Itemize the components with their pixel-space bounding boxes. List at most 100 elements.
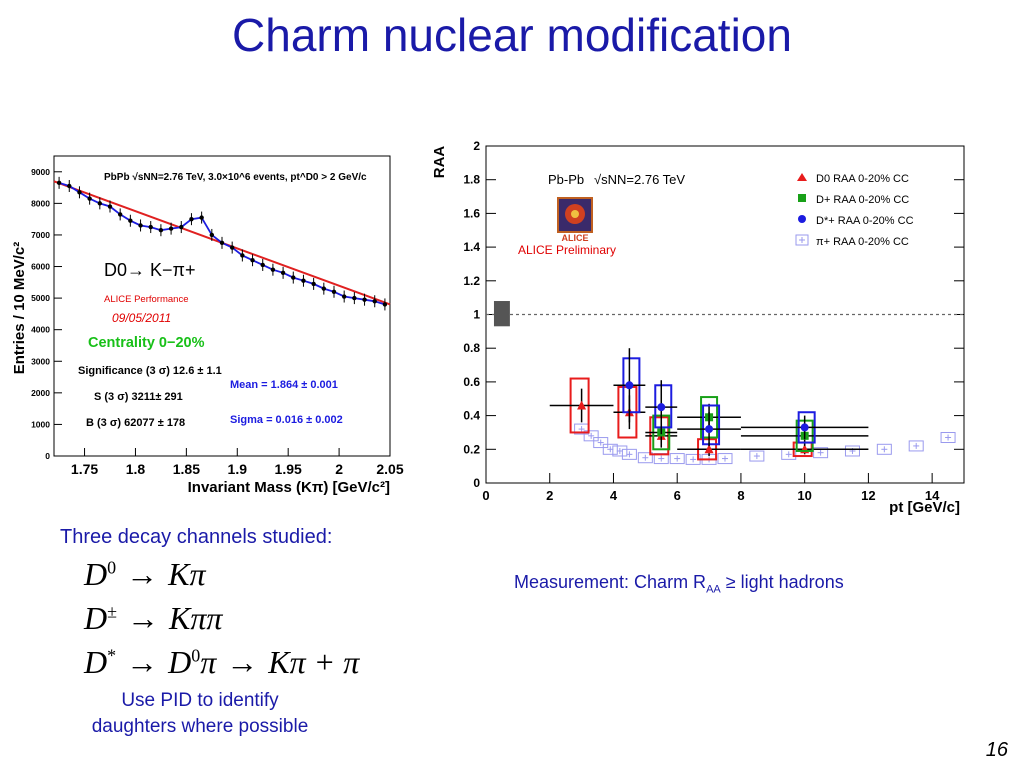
channel-label: D0→ K−π+: [104, 260, 195, 280]
mass-point: [331, 289, 337, 294]
mass-xtick-label: 1.9: [228, 461, 248, 477]
legend-d0-marker: [797, 173, 807, 181]
mass-ylabel: Entries / 10 MeV/c²: [11, 242, 28, 375]
mass-yticks: 0 1000 2000 3000 4000 5000 6000 7000 8000 9000: [31, 167, 62, 461]
equation-d0: D0 → Kπ: [84, 556, 206, 592]
legend-dplus-marker: [798, 194, 806, 202]
d0-marker: [577, 400, 587, 410]
pid-note: Use PID to identify daughters where poss…: [91, 690, 309, 737]
arrow-icon: →: [126, 556, 159, 592]
pion-sys-box: [621, 448, 637, 460]
raa-xtick-label: 12: [861, 488, 875, 503]
mass-point: [199, 215, 204, 220]
pion-sys-box: [637, 452, 653, 464]
raa-xtick-label: 2: [546, 488, 553, 503]
raa-xtick-label: 6: [674, 488, 681, 503]
raa-ytick-label: 2: [473, 139, 480, 153]
mass-ytick-label: 6000: [31, 262, 50, 272]
mass-xtick-label: 1.95: [275, 461, 302, 477]
raa-yticks: 0 0.2 0.4 0.6 0.8 1 1.2 1.4 1.6 1.8 2: [463, 139, 964, 490]
mass-ytick-label: 5000: [31, 293, 50, 303]
mass-ytick-label: 7000: [31, 230, 50, 240]
mass-point: [219, 240, 225, 246]
preliminary-label: ALICE Preliminary: [518, 243, 616, 257]
raa-ytick-label: 0: [473, 476, 480, 490]
raa-reference-line: [486, 301, 964, 327]
invariant-mass-plot: Entries / 10 MeV/c² Invariant Mass (Kπ) …: [6, 148, 414, 508]
mass-points: [56, 176, 388, 311]
raa-sys-box: [702, 404, 721, 446]
significance-label: Significance (3 σ) 12.6 ± 1.1: [78, 365, 222, 377]
slide-title: Charm nuclear modification: [232, 9, 792, 61]
pion-sys-box: [940, 432, 956, 444]
mass-point: [148, 224, 153, 230]
raa-plot: RAA pt [GeV/c] 0 2 4 6 8 10 12 14 0 0.2 0.4 0.6 0.8…: [430, 128, 970, 528]
system-label: Pb-Pb: [548, 172, 584, 187]
raa-ylabel: RAA: [431, 146, 448, 179]
dstar-marker: [657, 403, 666, 412]
raa-sys-box: [654, 384, 673, 429]
mass-xticks: 1.75 1.8 1.85 1.9 1.95 2 2.05: [71, 448, 404, 477]
mass-point: [341, 294, 347, 299]
alice-logo-icon: [557, 197, 593, 233]
equation-dstar: D* → D0π → Kπ + π: [84, 644, 360, 680]
pion-sys-box: [813, 447, 829, 459]
legend-label: π+ RAA 0-20% CC: [816, 236, 909, 248]
pion-sys-box: [717, 453, 733, 465]
raa-ytick-label: 1.2: [463, 274, 480, 288]
raa-ytick-label: 0.8: [463, 341, 480, 355]
raa-ytick-label: 0.2: [463, 442, 480, 456]
mass-ytick-label: 1000: [31, 419, 50, 429]
raa-xtick-label: 0: [482, 488, 489, 503]
pion-sys-box: [844, 445, 860, 457]
raa-xtick-label: 10: [797, 488, 811, 503]
mass-point: [189, 216, 194, 222]
mass-xtick-label: 1.75: [71, 461, 98, 477]
mass-ytick-label: 9000: [31, 167, 50, 177]
mass-point: [168, 226, 174, 231]
legend-pion-marker: [795, 234, 809, 246]
raa-xtick-label: 14: [925, 488, 940, 503]
mass-ytick-label: 8000: [31, 198, 50, 208]
dstar-marker: [705, 425, 714, 434]
background-label: B (3 σ) 62077 ± 178: [86, 417, 185, 429]
pion-sys-box: [602, 443, 618, 455]
sigma-label: Sigma = 0.016 ± 0.002: [230, 414, 343, 426]
energy-label: √sNN=2.76 TeV: [594, 172, 685, 187]
mass-point: [77, 190, 82, 195]
mass-point: [321, 286, 327, 291]
raa-ytick-label: 1.6: [463, 206, 480, 220]
signal-label: S (3 σ) 3211± 291: [94, 391, 183, 403]
mass-point: [362, 297, 367, 302]
raa-ytick-label: 1: [473, 308, 480, 322]
mass-point: [291, 275, 296, 280]
mass-point: [270, 267, 276, 272]
mass-point: [280, 270, 286, 276]
pion-sys-box: [593, 437, 609, 449]
mass-point: [260, 262, 265, 268]
mass-point: [128, 218, 133, 223]
raa-xtick-label: 4: [610, 488, 618, 503]
arrow-icon: →: [126, 644, 159, 680]
pion-sys-box: [749, 450, 765, 462]
mass-point: [382, 302, 388, 307]
legend-label: D+ RAA 0-20% CC: [816, 194, 909, 206]
equation-dplus: D± → Kππ: [84, 600, 223, 636]
raa-ytick-label: 0.6: [463, 375, 480, 389]
mass-point: [158, 228, 164, 233]
mass-xtick-label: 2.05: [376, 461, 403, 477]
pion-sys-box: [908, 440, 924, 452]
mass-ytick-label: 4000: [31, 325, 50, 335]
mass-point: [87, 196, 92, 201]
mass-ytick-label: 0: [45, 451, 50, 461]
mass-xlabel: Invariant Mass (Kπ) [GeV/c²]: [188, 479, 390, 496]
centrality-label: Centrality 0−20%: [88, 335, 205, 351]
mass-xtick-label: 2: [335, 461, 343, 477]
mass-point: [56, 180, 62, 186]
mass-xtick-label: 1.85: [173, 461, 200, 477]
mass-point: [67, 183, 72, 189]
mass-plot-title: PbPb √sNN=2.76 TeV, 3.0×10^6 events, pt^…: [104, 172, 367, 183]
normalization-uncertainty-box: [493, 301, 510, 327]
raa-xticks: 0 2 4 6 8 10 12 14: [482, 473, 940, 503]
mass-point: [311, 281, 316, 287]
